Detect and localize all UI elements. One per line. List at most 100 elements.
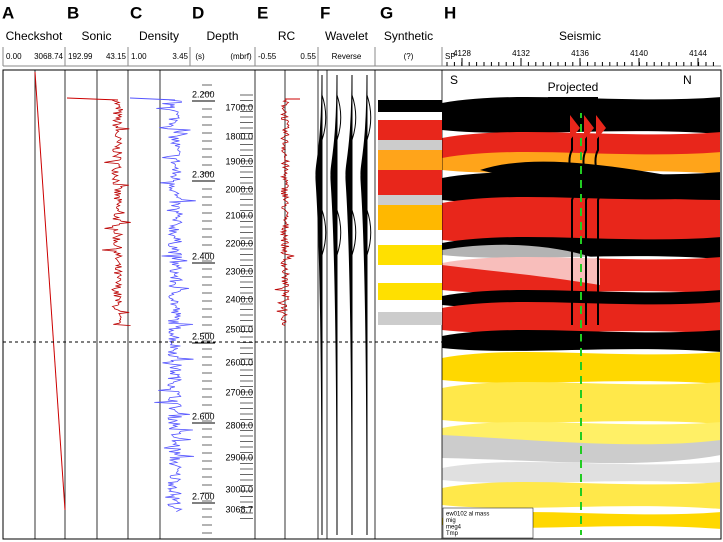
sp-label: 4140 [630,49,648,58]
sp-label: 4144 [689,49,707,58]
depth-label: 2600.0 [225,357,253,367]
time-label: 2.700 [192,491,215,501]
panel-letter: A [2,3,14,22]
depth-label: 2200.0 [225,238,253,248]
panel-letter: H [444,3,456,22]
scale-label: 43.15 [106,52,127,61]
synthetic-band [378,150,442,170]
panel-title: Depth [206,29,238,43]
wavelet-lobe [336,94,342,256]
legend-text: ew0102 al mass [446,512,489,518]
scale-label: (?) [404,52,414,61]
wavelet [315,74,323,536]
panel-letter: B [67,3,79,22]
scale-label: Reverse [332,52,362,61]
synthetic-band [378,170,442,195]
synthetic-band [378,312,442,325]
synthetic-band [378,300,442,312]
seis-white [442,244,600,285]
depth-label: 1800.0 [225,131,253,141]
synthetic-band [378,112,442,120]
scale-label: 3.45 [172,52,188,61]
time-label: 2.500 [192,331,215,341]
checkshot [34,71,66,511]
scale-label: 0.55 [300,52,316,61]
scale-label: SP [445,52,456,61]
scale-label: (s) [195,52,205,61]
depth-label: 1700.0 [225,102,253,112]
depth-label: 2500.0 [225,324,253,334]
proj-red [596,115,606,140]
wavelet [330,74,338,536]
depth-label: 2900.0 [225,452,253,462]
proj-trace [582,115,589,325]
wavelet-lobe [321,94,327,256]
density-top [129,97,176,101]
panel-title: Synthetic [384,29,433,43]
panel-letter: G [380,3,393,22]
sonic-top [66,97,119,101]
scale-label: 1.00 [131,52,147,61]
synthetic-band [378,140,442,150]
sonic [102,99,131,326]
panel-letter: E [257,3,268,22]
proj-red [570,115,580,140]
synthetic-band [378,120,442,140]
depth-label: 3000.0 [225,484,253,494]
panel-title: Density [139,29,179,43]
scale-label: 0.00 [6,52,22,61]
s-label: S [450,73,458,87]
projected-label: Projected [548,80,599,94]
synthetic-band [378,195,442,205]
depth-label: 2800.0 [225,420,253,430]
scale-label: (mbrf) [230,52,252,61]
rc [274,99,295,326]
depth-label: 1900.0 [225,156,253,166]
time-label: 2.200 [192,89,215,99]
time-label: 2.400 [192,251,215,261]
panel-title: Wavelet [325,29,369,43]
depth-label: 2400.0 [225,294,253,304]
depth-label: 3068.7 [225,504,253,514]
synthetic-band [378,283,442,300]
wavelet [345,74,353,536]
synthetic-band [378,100,442,112]
sp-label: 4132 [512,49,530,58]
proj-trace [568,115,575,325]
depth-label: 2300.0 [225,266,253,276]
synthetic-band [378,230,442,245]
panel-title: Seismic [559,29,601,43]
n-label: N [683,73,692,87]
panel-letter: F [320,3,330,22]
density [154,99,196,512]
panel-letter: C [130,3,142,22]
synthetic-band [378,205,442,230]
frame [2,69,722,540]
proj-trace [594,115,601,325]
seis-lens [480,161,720,200]
panel-title: Checkshot [6,29,63,43]
panel-title: RC [278,29,296,43]
legend-text: mig [446,518,456,524]
sp-label: 4128 [453,49,471,58]
depth-label: 2700.0 [225,387,253,397]
proj-red [584,115,594,140]
scale-label: -0.55 [258,52,277,61]
proj-box [548,97,598,113]
time-label: 2.300 [192,169,215,179]
depth-label: 2000.0 [225,184,253,194]
seis-band [442,302,720,334]
sp-label: 4136 [571,49,589,58]
synthetic-band [378,245,442,265]
legend-box [442,507,534,539]
wavelet-lobe [351,94,357,256]
seis-band [442,197,720,244]
time-label: 2.600 [192,411,215,421]
depth-label: 2100.0 [225,210,253,220]
scale-label: 192.99 [68,52,93,61]
wavelet [360,74,368,536]
seis-band [442,462,720,484]
legend-text: Tmp [446,531,459,537]
legend-text: meg4 [446,525,462,531]
